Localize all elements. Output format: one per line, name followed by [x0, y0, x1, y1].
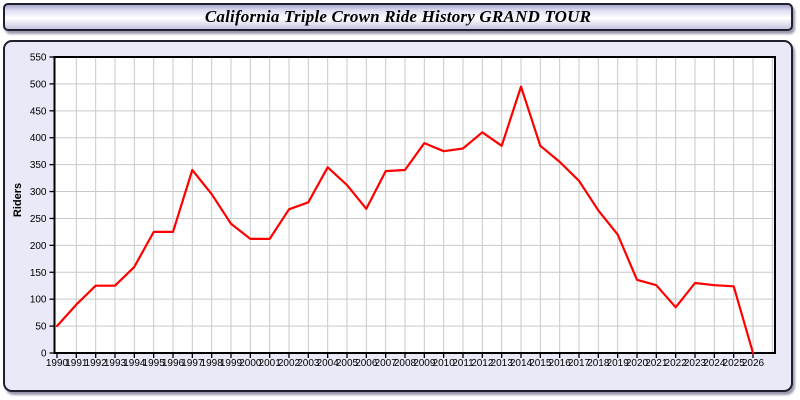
- chart-panel: 0 50 100 150 200 250 300 350 400 450 500 550 1990 199…: [3, 40, 793, 392]
- x-tick-label: 2007: [375, 358, 398, 369]
- y-tick-label: 400: [30, 133, 47, 144]
- x-tick-label: 2009: [413, 358, 436, 369]
- x-tick-label: 1997: [181, 358, 204, 369]
- x-tick-label: 2004: [317, 358, 340, 369]
- x-tick-label: 2022: [665, 358, 688, 369]
- x-tick-label: 1998: [201, 358, 224, 369]
- y-tick-label: 300: [30, 187, 47, 198]
- plot-area: [54, 57, 775, 353]
- y-tick-label: 350: [30, 160, 47, 171]
- y-tick-label: 200: [30, 241, 47, 252]
- x-tick-label: 1995: [143, 358, 166, 369]
- x-tick-label: 2015: [529, 358, 552, 369]
- x-tick-label: 2020: [626, 358, 649, 369]
- x-tick-label: 2021: [645, 358, 668, 369]
- y-tick-label: 450: [30, 106, 47, 117]
- x-tick-labels: 1990199119921993199419951996199719981999…: [46, 358, 765, 369]
- x-tick-label: 2017: [568, 358, 591, 369]
- x-tick-label: 2024: [703, 358, 726, 369]
- x-tick-label: 1992: [85, 358, 108, 369]
- y-tick-label: 550: [30, 53, 47, 64]
- chart-title-bar: California Triple Crown Ride History GRA…: [3, 3, 793, 31]
- x-tick-label: 1993: [104, 358, 127, 369]
- x-tick-label: 2026: [742, 358, 765, 369]
- y-tick-label: 150: [30, 268, 47, 279]
- x-tick-label: 1990: [46, 358, 69, 369]
- y-tick-label: 250: [30, 214, 47, 225]
- x-tick-label: 2023: [684, 358, 707, 369]
- x-tick-label: 2003: [297, 358, 320, 369]
- x-tick-label: 2006: [355, 358, 378, 369]
- x-tick-label: 1994: [123, 358, 146, 369]
- gridlines: [54, 57, 775, 353]
- riders-data-line: [55, 85, 755, 355]
- x-tick-label: 2011: [452, 358, 474, 369]
- x-tick-label: 2000: [239, 358, 262, 369]
- plot-border: [53, 56, 776, 354]
- y-tick-label: 50: [35, 322, 47, 333]
- x-tick-label: 2005: [336, 358, 359, 369]
- y-tick-label: 0: [41, 349, 47, 360]
- axis-ticks: [49, 56, 754, 358]
- y-axis-label: Riders: [12, 183, 24, 217]
- x-tick-label: 1999: [220, 358, 243, 369]
- x-tick-label: 1991: [65, 358, 88, 369]
- x-tick-label: 2018: [587, 358, 610, 369]
- x-tick-label: 1996: [162, 358, 185, 369]
- x-tick-label: 2013: [491, 358, 514, 369]
- x-tick-label: 2008: [394, 358, 417, 369]
- x-tick-label: 2012: [471, 358, 494, 369]
- y-tick-labels: 0 50 100 150 200 250 300 350 400 450 500 550: [30, 53, 47, 360]
- x-tick-label: 2025: [723, 358, 746, 369]
- y-tick-label: 100: [30, 295, 47, 306]
- x-tick-label: 2016: [549, 358, 572, 369]
- x-tick-label: 2014: [510, 358, 533, 369]
- x-tick-label: 2019: [607, 358, 630, 369]
- x-tick-label: 2001: [259, 358, 282, 369]
- x-tick-label: 2002: [278, 358, 301, 369]
- x-tick-label: 2010: [433, 358, 456, 369]
- chart-title: California Triple Crown Ride History GRA…: [204, 7, 592, 26]
- y-tick-label: 500: [30, 79, 47, 90]
